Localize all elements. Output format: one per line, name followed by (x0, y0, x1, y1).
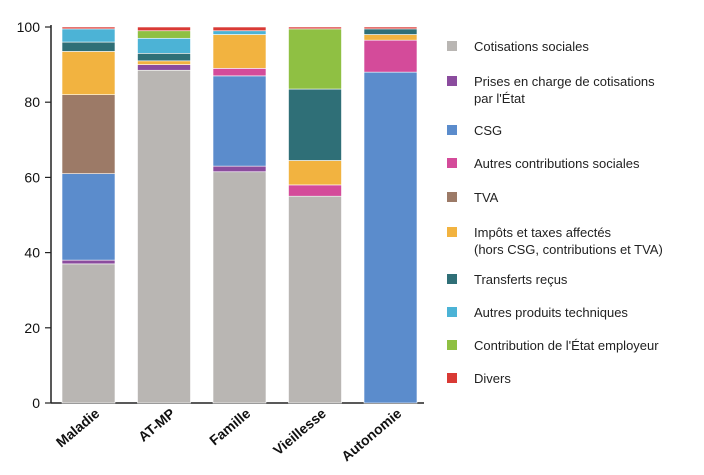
legend-swatch-tva (447, 192, 457, 202)
legend-label-transferts-recus: Transferts reçus (474, 272, 568, 287)
bar-segment-at-mp-divers (137, 26, 191, 32)
y-tick-labels: 0 20 40 60 80 100 (17, 19, 51, 411)
legend-swatch-transferts-recus (447, 274, 457, 284)
legend-label-divers: Divers (474, 371, 511, 386)
legend-swatch-cotisations-sociales (447, 41, 457, 51)
bar-segment-maladie-prises-en-charge-de-cotisations-par-l-etat (61, 259, 116, 265)
category-labels: Maladie AT-MP Famille Vieillesse Autonomie (53, 405, 405, 464)
y-tick-label: 20 (24, 320, 40, 336)
y-tick-label: 40 (24, 245, 40, 261)
legend-label-prises-en-charge-de-cotisations-par-l-etat: par l'État (474, 91, 525, 106)
legend-swatch-autres-contributions-sociales (447, 158, 457, 168)
bar-segment-famille-csg (212, 75, 267, 167)
legend-label-impots-et-taxes-affectes-hors-csg-contributions-et-tva: (hors CSG, contributions et TVA) (474, 242, 663, 257)
category-label-maladie: Maladie (53, 405, 103, 450)
legend-swatch-prises-en-charge-de-cotisations-par-l-etat (447, 76, 457, 86)
legend-label-prises-en-charge-de-cotisations-par-l-etat: Prises en charge de cotisations (474, 74, 655, 89)
legend-label-autres-produits-techniques: Autres produits techniques (474, 305, 628, 320)
bar-segment-maladie-autres-produits-techniques (61, 28, 116, 43)
category-label-at-mp: AT-MP (135, 405, 178, 445)
legend-label-cotisations-sociales: Cotisations sociales (474, 39, 589, 54)
legend: Cotisations sociales Prises en charge de … (447, 39, 663, 386)
bar-segment-vieillesse-contribution-de-l-etat-employeur (288, 28, 342, 90)
bar-segment-famille-impots-et-taxes-affectes-hors-csg-contributions-et-tva (212, 34, 267, 69)
bar-segment-maladie-divers (61, 26, 116, 30)
bar-segment-maladie-tva (61, 94, 116, 174)
bar-segment-vieillesse-divers (288, 26, 342, 30)
bar-segment-at-mp-prises-en-charge-de-cotisations-par-l-etat (137, 64, 191, 71)
category-label-vieillesse: Vieillesse (270, 405, 329, 458)
bar-segment-at-mp-transferts-recus (137, 53, 191, 62)
legend-swatch-divers (447, 373, 457, 383)
legend-label-csg: CSG (474, 123, 502, 138)
bar-segment-vieillesse-impots-et-taxes-affectes-hors-csg-contributions-et-tva (288, 160, 342, 186)
bar-segment-autonomie-csg (363, 71, 418, 404)
bar-segment-vieillesse-cotisations-sociales (288, 195, 342, 404)
bar-segment-maladie-csg (61, 173, 116, 261)
bar-segment-maladie-cotisations-sociales (61, 263, 116, 404)
bar-segment-at-mp-cotisations-sociales (137, 69, 191, 404)
legend-swatch-autres-produits-techniques (447, 307, 457, 317)
bar-segment-autonomie-impots-et-taxes-affectes-hors-csg-contributions-et-tva (363, 34, 418, 41)
legend-swatch-csg (447, 125, 457, 135)
bar-stacks (61, 26, 418, 404)
y-tick-label: 0 (32, 395, 40, 411)
bar-segment-famille-autres-produits-techniques (212, 30, 267, 35)
bar-segment-vieillesse-autres-contributions-sociales (288, 184, 342, 197)
legend-swatch-impots-et-taxes-affectes-hors-csg-contributions-et-tva (447, 227, 457, 237)
legend-label-contribution-de-l-etat-employeur: Contribution de l'État employeur (474, 338, 659, 353)
legend-label-autres-contributions-sociales: Autres contributions sociales (474, 156, 640, 171)
bar-segment-famille-cotisations-sociales (212, 171, 267, 404)
category-label-autonomie: Autonomie (338, 405, 404, 464)
bar-segment-famille-divers (212, 26, 267, 32)
bar-segment-maladie-impots-et-taxes-affectes-hors-csg-contributions-et-tva (61, 51, 116, 95)
bar-segment-autonomie-autres-contributions-sociales (363, 39, 418, 73)
category-label-famille: Famille (206, 405, 253, 448)
bar-segment-famille-prises-en-charge-de-cotisations-par-l-etat (212, 165, 267, 173)
legend-label-impots-et-taxes-affectes-hors-csg-contributions-et-tva: Impôts et taxes affectés (474, 225, 612, 240)
bar-segment-at-mp-autres-produits-techniques (137, 37, 191, 54)
bar-segment-at-mp-contribution-de-l-etat-employeur (137, 30, 191, 39)
y-tick-label: 100 (17, 19, 41, 35)
bar-segment-autonomie-transferts-recus (363, 28, 418, 35)
legend-swatch-contribution-de-l-etat-employeur (447, 340, 457, 350)
bar-segment-at-mp-impots-et-taxes-affectes-hors-csg-contributions-et-tva (137, 60, 191, 65)
y-tick-label: 80 (24, 94, 40, 110)
bar-segment-famille-autres-contributions-sociales (212, 68, 267, 77)
bar-segment-autonomie-divers (363, 26, 418, 30)
y-tick-label: 60 (24, 169, 40, 185)
bar-segment-maladie-transferts-recus (61, 41, 116, 52)
legend-label-tva: TVA (474, 190, 499, 205)
bar-segment-vieillesse-transferts-recus (288, 88, 342, 161)
